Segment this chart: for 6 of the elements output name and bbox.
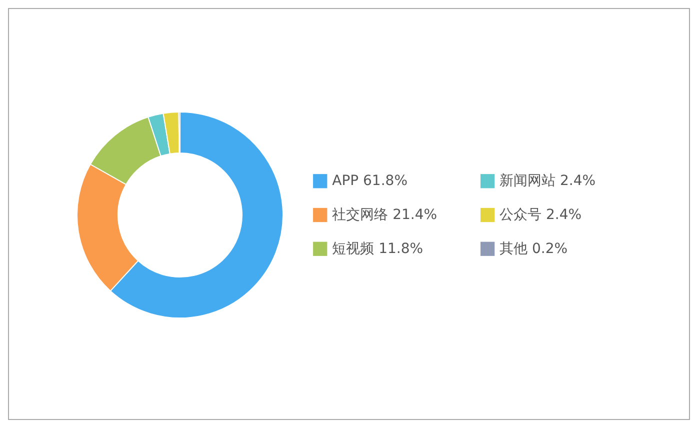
legend-label: 公众号 2.4%: [500, 207, 582, 223]
legend-label: 短视频 11.8%: [332, 240, 424, 257]
legend-label: APP 61.8%: [332, 173, 408, 190]
legend-label: 新闻网站 2.4%: [500, 173, 596, 190]
legend-label: 社交网络 21.4%: [332, 207, 438, 223]
legend-label: 其他 0.2%: [500, 240, 568, 257]
